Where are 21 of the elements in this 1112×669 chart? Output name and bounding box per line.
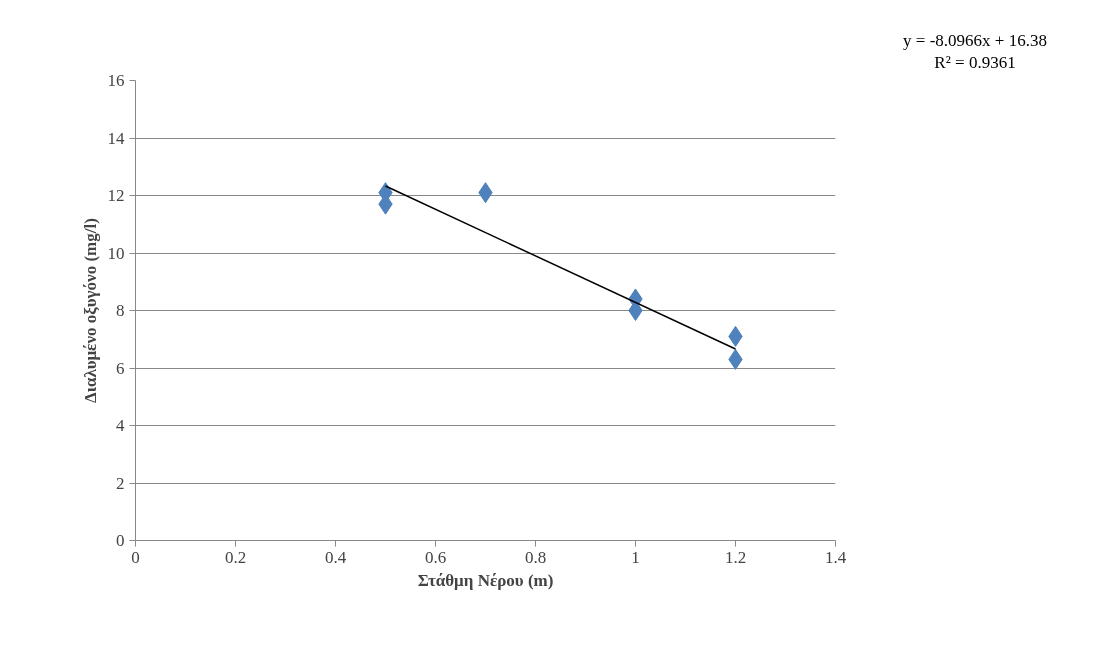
x-tick-label: 0.6: [424, 547, 447, 567]
x-tick-label: 0.2: [224, 547, 247, 567]
y-tick-label: 10: [107, 243, 125, 263]
y-tick-label: 6: [116, 358, 125, 378]
y-tick-label: 2: [116, 473, 125, 493]
text: R² = 0.9361: [934, 53, 1016, 73]
x-tick-label: 0: [131, 547, 140, 567]
x-tick-label: 1: [631, 547, 640, 567]
y-tick-label: 14: [107, 128, 125, 148]
y-tick-label: 8: [116, 301, 125, 320]
y-tick-label: 16: [107, 71, 125, 90]
text: y = -8.0966x + 16.38: [903, 31, 1047, 50]
x-tick-label: 0.4: [324, 547, 347, 567]
x-tick-label: 1.2: [724, 547, 747, 567]
y-axis-title: Διαλυμένο οξυγόνο (mg/l): [80, 218, 100, 403]
x-axis-title: Στάθμη Νέρου (m): [417, 570, 554, 590]
y-tick-label: 0: [116, 531, 125, 550]
y-tick-label: 12: [107, 186, 125, 205]
y-tick-label: 4: [116, 416, 125, 435]
x-tick-label: 1.4: [824, 547, 847, 567]
x-tick-label: 0.8: [524, 547, 547, 567]
